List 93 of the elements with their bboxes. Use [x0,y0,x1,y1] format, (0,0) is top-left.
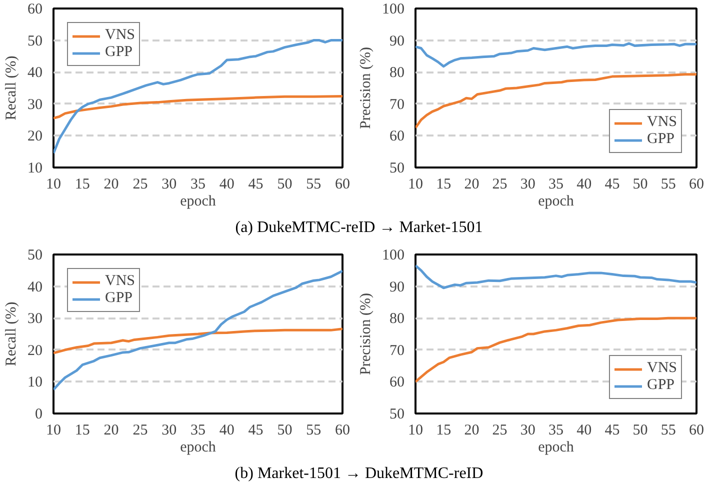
x-axis-title: epoch [180,440,216,456]
x-tick-label: 10 [46,176,61,192]
line-series [416,73,696,129]
x-tick-label: 25 [492,422,508,438]
x-tick-label: 50 [632,422,648,438]
legend-label: VNS [105,27,136,44]
x-tick-label: 35 [548,176,564,192]
x-tick-label: 60 [335,176,350,192]
y-axis-title: Recall (%) [4,56,20,120]
y-tick-label: 30 [28,96,42,113]
y-tick-label: 10 [28,160,42,176]
x-tick-label: 20 [104,176,119,192]
y-tick-label: 0 [35,406,42,422]
legend-label: VNS [105,273,136,290]
legend-label: VNS [646,360,677,377]
line-series [416,264,696,290]
y-tick-label: 60 [390,128,404,145]
y-tick-label: 50 [28,33,42,50]
x-tick-label: 20 [464,176,480,192]
x-tick-label: 55 [306,176,322,192]
x-tick-label: 45 [604,422,620,438]
y-tick-label: 60 [390,374,404,391]
x-tick-label: 35 [190,176,206,192]
line-series [54,95,342,120]
y-tick-label: 40 [28,279,42,296]
y-tick-label: 40 [28,65,42,82]
x-tick-label: 60 [335,422,350,438]
y-tick-label: 100 [382,2,404,18]
legend-label: GPP [105,290,133,307]
x-tick-label: 50 [277,422,292,438]
x-tick-label: 10 [408,422,423,438]
x-tick-label: 45 [604,176,620,192]
x-tick-label: 60 [689,176,704,192]
y-tick-label: 80 [390,65,404,82]
x-tick-label: 20 [104,422,119,438]
x-tick-label: 40 [576,422,592,438]
y-tick-label: 50 [390,406,404,422]
x-tick-label: 10 [46,422,61,438]
x-tick-label: 25 [132,176,148,192]
x-tick-label: 60 [689,422,704,438]
y-axis-title: Precision (%) [358,292,374,376]
y-tick-label: 100 [382,248,404,264]
line-series [54,270,342,391]
y-tick-label: 10 [28,374,42,391]
x-tick-label: 35 [190,422,206,438]
x-axis-title: epoch [180,194,216,210]
x-tick-label: 40 [576,176,592,192]
y-tick-label: 80 [390,311,404,328]
x-tick-label: 40 [219,176,234,192]
x-tick-label: 30 [162,176,177,192]
text: (a) DukeMTMC-reID → Market-1501 [235,218,483,238]
x-tick-label: 20 [464,422,480,438]
y-tick-label: 30 [28,311,42,328]
x-axis-title: epoch [538,194,574,210]
y-tick-label: 20 [28,342,42,359]
x-tick-label: 15 [74,422,90,438]
y-tick-label: 50 [28,248,42,264]
line-series [54,39,342,154]
y-axis-title: Precision (%) [358,46,374,130]
x-tick-label: 30 [520,176,536,192]
x-tick-label: 25 [492,176,508,192]
x-tick-label: 30 [162,422,177,438]
x-tick-label: 25 [132,422,148,438]
text: (b) Market-1501 → DukeMTMC-reID [234,464,484,484]
y-axis-title: Recall (%) [4,302,20,366]
x-tick-label: 10 [408,176,423,192]
y-tick-label: 90 [390,279,404,296]
y-tick-label: 70 [390,342,404,359]
legend-label: GPP [646,377,675,394]
legend-label: GPP [105,44,133,61]
line-series [54,328,342,354]
legend-label: VNS [646,114,677,131]
y-tick-label: 70 [390,96,404,113]
y-tick-label: 90 [390,33,404,50]
y-tick-label: 60 [28,2,42,18]
line-series [416,42,696,68]
x-tick-label: 30 [520,422,536,438]
x-tick-label: 55 [306,422,322,438]
x-tick-label: 35 [548,422,564,438]
x-tick-label: 55 [660,422,676,438]
legend-label: GPP [646,131,675,148]
x-tick-label: 55 [660,176,676,192]
x-tick-label: 15 [74,176,90,192]
x-axis-title: epoch [538,440,574,456]
x-tick-label: 15 [436,176,452,192]
x-tick-label: 50 [277,176,292,192]
y-tick-label: 20 [28,128,42,145]
x-tick-label: 45 [248,422,264,438]
y-tick-label: 50 [390,160,404,176]
x-tick-label: 50 [632,176,648,192]
x-tick-label: 40 [219,422,234,438]
x-tick-label: 45 [248,176,264,192]
x-tick-label: 15 [436,422,452,438]
